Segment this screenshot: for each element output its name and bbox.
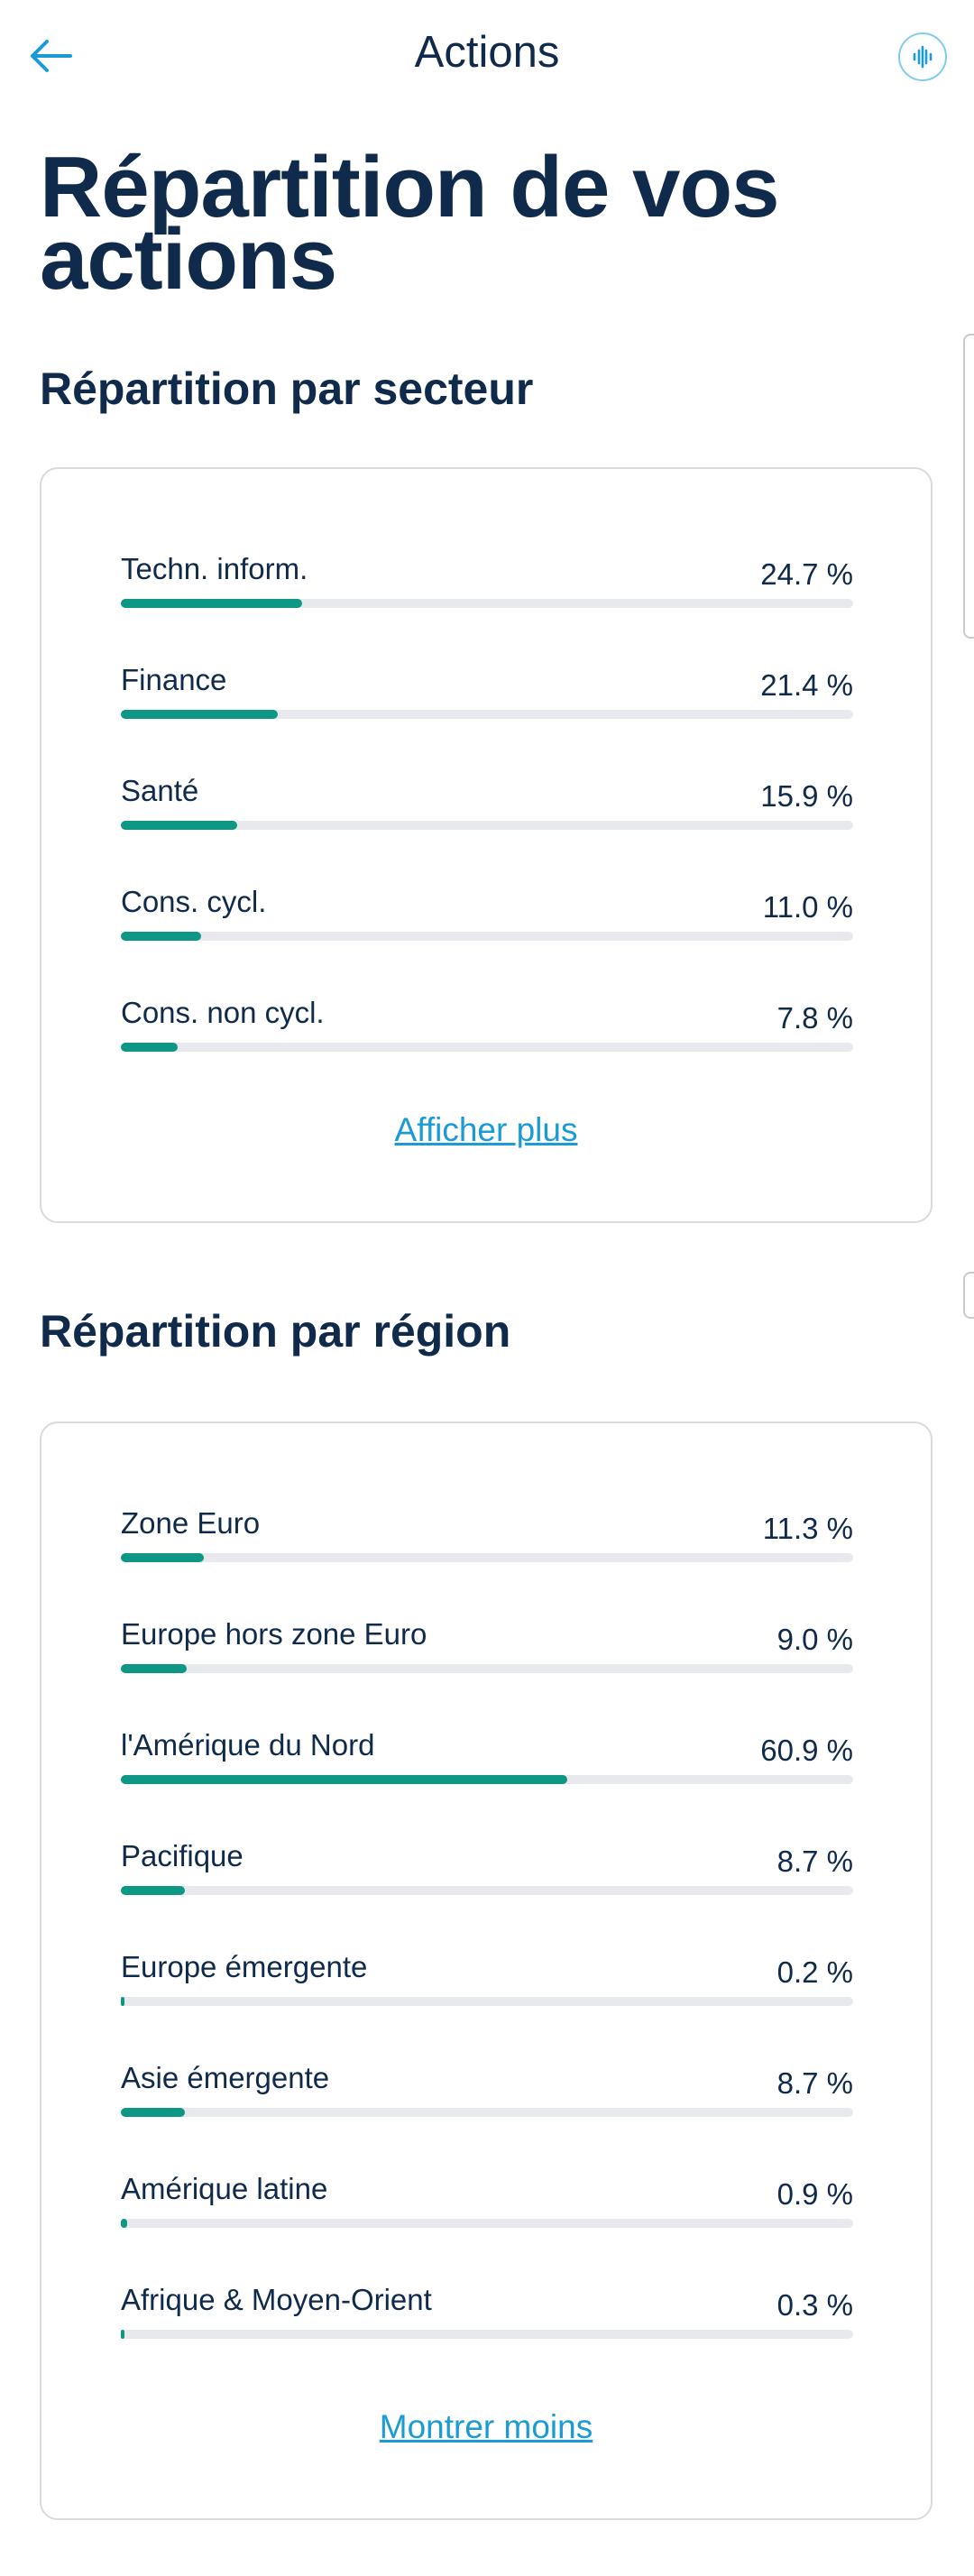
allocation-value: 0.3 %	[776, 2288, 853, 2322]
page-title: Répartition de vos actions	[40, 139, 779, 308]
scroll-indicator[interactable]	[963, 334, 974, 639]
allocation-value: 7.8 %	[776, 1001, 853, 1035]
allocation-value: 60.9 %	[760, 1734, 853, 1767]
allocation-row: Zone Euro 11.3 %	[121, 1506, 853, 1578]
allocation-label: l'Amérique du Nord	[121, 1728, 375, 1762]
allocation-bar-fill	[121, 932, 202, 941]
allocation-bar-track	[121, 2219, 853, 2228]
allocation-row: Afrique & Moyen-Orient 0.3 %	[121, 2283, 853, 2355]
allocation-bar-fill	[121, 2108, 185, 2117]
allocation-bar-fill	[121, 1886, 185, 1895]
allocation-row: Cons. non cycl. 7.8 %	[121, 996, 853, 1068]
region-section-title: Répartition par région	[40, 1306, 511, 1357]
allocation-row: Techn. inform. 24.7 %	[121, 552, 853, 624]
allocation-bar-track	[121, 1664, 853, 1673]
allocation-row: Amérique latine 0.9 %	[121, 2172, 853, 2244]
allocation-bar-track	[121, 599, 853, 608]
allocation-bar-fill	[121, 1553, 204, 1562]
allocation-bar-track	[121, 1886, 853, 1895]
allocation-row: Santé 15.9 %	[121, 774, 853, 846]
allocation-bar-fill	[121, 599, 302, 608]
allocation-label: Afrique & Moyen-Orient	[121, 2283, 432, 2316]
allocation-value: 15.9 %	[760, 779, 853, 813]
allocation-value: 11.0 %	[762, 890, 853, 924]
allocation-label: Santé	[121, 774, 199, 807]
allocation-row: Cons. cycl. 11.0 %	[121, 885, 853, 957]
region-card: Zone Euro 11.3 % Europe hors zone Euro 9.0 …	[40, 1421, 933, 2520]
sector-card: Techn. inform. 24.7 % Finance 21.4 % Santé 15…	[40, 467, 933, 1223]
allocation-bar-track	[121, 932, 853, 941]
allocation-label: Europe émergente	[121, 1950, 368, 1983]
show-less-link[interactable]: Montrer moins	[379, 2408, 593, 2445]
allocation-label: Techn. inform.	[121, 552, 308, 585]
allocation-value: 21.4 %	[760, 668, 853, 702]
allocation-bar-fill	[121, 710, 278, 719]
allocation-bar-track	[121, 1997, 853, 2006]
sector-section-title: Répartition par secteur	[40, 363, 534, 414]
allocation-label: Zone Euro	[121, 1506, 261, 1540]
allocation-label: Pacifique	[121, 1839, 244, 1872]
allocation-value: 11.3 %	[762, 1512, 853, 1545]
allocation-bar-fill	[121, 2219, 128, 2228]
allocation-label: Asie émergente	[121, 2061, 330, 2094]
allocation-value: 0.2 %	[776, 1955, 853, 1989]
allocation-value: 9.0 %	[776, 1623, 853, 1656]
header-title: Actions	[414, 28, 560, 77]
voice-waveform-icon	[913, 45, 933, 69]
allocation-row: Asie émergente 8.7 %	[121, 2061, 853, 2133]
allocation-bar-fill	[121, 1775, 567, 1784]
allocation-label: Cons. non cycl.	[121, 996, 325, 1029]
allocation-label: Europe hors zone Euro	[121, 1617, 427, 1651]
allocation-bar-track	[121, 2108, 853, 2117]
allocation-bar-fill	[121, 1664, 188, 1673]
allocation-row: Europe hors zone Euro 9.0 %	[121, 1617, 853, 1689]
allocation-value: 24.7 %	[760, 557, 853, 591]
allocation-bar-track	[121, 1043, 853, 1052]
arrow-left-icon	[31, 40, 72, 72]
allocation-value: 8.7 %	[776, 2066, 853, 2100]
allocation-bar-track	[121, 710, 853, 719]
allocation-row: Finance 21.4 %	[121, 663, 853, 735]
allocation-bar-track	[121, 821, 853, 830]
back-button[interactable]	[20, 27, 81, 85]
allocation-label: Cons. cycl.	[121, 885, 267, 918]
allocation-value: 0.9 %	[776, 2177, 853, 2211]
allocation-bar-track	[121, 1775, 853, 1784]
allocation-bar-fill	[121, 1043, 179, 1052]
show-more-link[interactable]: Afficher plus	[394, 1111, 578, 1148]
allocation-bar-track	[121, 2330, 853, 2339]
allocation-row: Pacifique 8.7 %	[121, 1839, 853, 1911]
allocation-label: Finance	[121, 663, 227, 696]
allocation-bar-fill	[121, 1997, 124, 2006]
allocation-value: 8.7 %	[776, 1845, 853, 1878]
allocation-row: Europe émergente 0.2 %	[121, 1950, 853, 2022]
allocation-row: l'Amérique du Nord 60.9 %	[121, 1728, 853, 1800]
allocation-bar-fill	[121, 821, 238, 830]
voice-button[interactable]	[898, 32, 947, 81]
allocation-label: Amérique latine	[121, 2172, 328, 2205]
top-bar: Actions	[0, 0, 974, 112]
allocation-bar-track	[121, 1553, 853, 1562]
allocation-bar-fill	[121, 2330, 124, 2339]
scroll-indicator-small[interactable]	[963, 1272, 974, 1319]
